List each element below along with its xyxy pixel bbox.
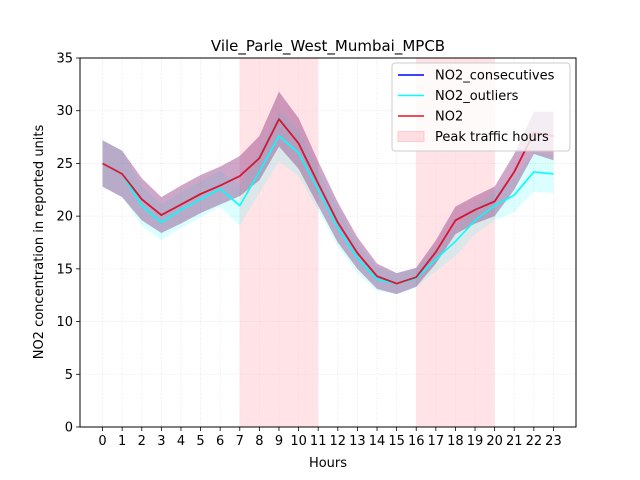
x-tick-label: 0	[98, 434, 106, 449]
y-axis-label: NO2 concentration in reported units	[32, 124, 47, 359]
y-axis: 0 5 10 15 20 25 30 35	[56, 52, 80, 436]
x-tick-label: 16	[408, 434, 425, 449]
x-tick-label: 18	[447, 434, 464, 449]
plot-frame	[79, 57, 577, 428]
x-tick-label: 9	[275, 434, 283, 449]
x-axis: 0 1 2 3 4 5 6 7 8 9 10 11 12 13 14 15 16 17 18 19 20 21 22 23	[98, 427, 562, 449]
line-no2	[102, 118, 554, 285]
legend-label: NO2_outliers	[435, 89, 519, 104]
y-tick-label: 25	[56, 157, 73, 172]
line-no2-outliers	[102, 135, 554, 285]
x-tick-label: 19	[467, 434, 484, 449]
x-tick-label: 23	[545, 434, 562, 449]
legend-box	[391, 62, 571, 152]
x-tick-label: 20	[486, 434, 503, 449]
x-tick-label: 7	[236, 434, 244, 449]
legend-label: NO2	[435, 110, 463, 125]
legend-swatch	[397, 131, 425, 142]
x-tick-label: 11	[310, 434, 327, 449]
y-tick-label: 0	[65, 421, 73, 436]
y-tick-label: 20	[56, 210, 73, 225]
x-tick-label: 22	[526, 434, 543, 449]
x-tick-label: 4	[177, 434, 185, 449]
legend-label: NO2_consecutives	[435, 69, 555, 84]
y-tick-label: 5	[65, 368, 73, 383]
x-tick-label: 12	[330, 434, 347, 449]
y-tick-label: 35	[56, 52, 73, 67]
y-tick-label: 15	[56, 262, 73, 277]
chart-title: Vile_Parle_West_Mumbai_MPCB	[211, 37, 445, 56]
series-lines	[102, 118, 554, 285]
x-tick-label: 1	[118, 434, 126, 449]
x-tick-label: 21	[506, 434, 523, 449]
x-tick-label: 5	[196, 434, 204, 449]
x-tick-label: 3	[157, 434, 165, 449]
x-tick-label: 2	[138, 434, 146, 449]
x-tick-label: 8	[255, 434, 263, 449]
legend: NO2_consecutives NO2_outliers NO2 Peak traf…	[391, 62, 571, 152]
x-axis-label: Hours	[309, 456, 347, 471]
x-tick-label: 6	[216, 434, 224, 449]
y-tick-label: 30	[56, 104, 73, 119]
x-tick-label: 14	[369, 434, 386, 449]
x-tick-label: 17	[428, 434, 445, 449]
x-tick-label: 13	[349, 434, 366, 449]
legend-label: Peak traffic hours	[435, 130, 549, 145]
x-tick-label: 15	[388, 434, 405, 449]
y-tick-label: 10	[56, 315, 73, 330]
x-tick-label: 10	[290, 434, 307, 449]
